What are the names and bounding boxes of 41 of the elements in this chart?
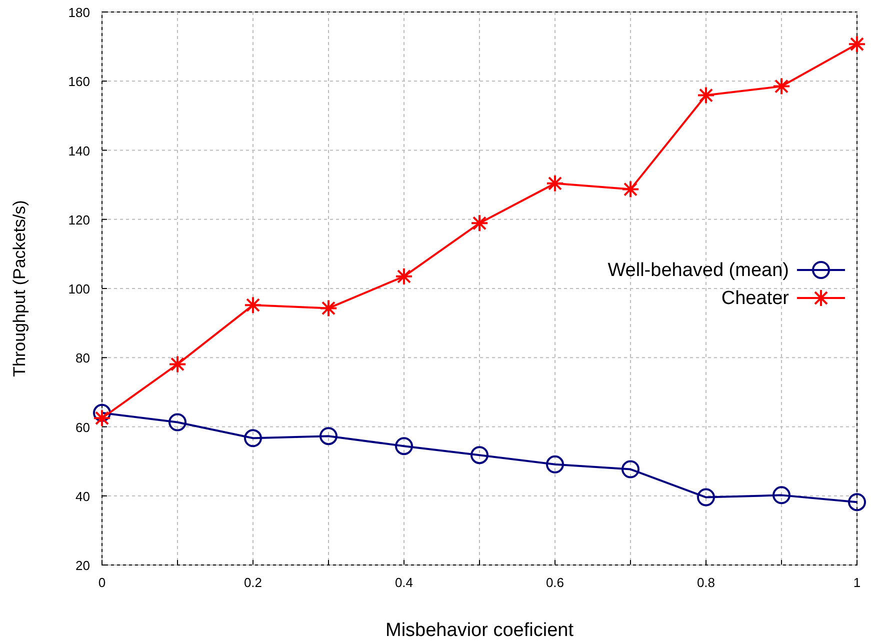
point <box>244 296 262 314</box>
y-tick-label: 160 <box>68 74 90 90</box>
point <box>546 455 564 474</box>
x-tick-label: 0.8 <box>696 575 716 590</box>
point <box>772 77 790 96</box>
point <box>697 488 715 506</box>
point <box>848 35 866 54</box>
point <box>848 493 866 512</box>
x-tick-label: 1 <box>853 575 861 590</box>
point <box>622 460 640 478</box>
point <box>93 409 111 428</box>
y-tick-label: 20 <box>76 558 90 573</box>
x-tick-label: 0.4 <box>394 575 414 590</box>
y-tick-label: 60 <box>76 420 90 435</box>
point <box>622 180 640 198</box>
point <box>546 174 564 192</box>
point <box>244 429 262 448</box>
point <box>320 299 338 318</box>
point <box>320 427 338 446</box>
point <box>168 355 186 374</box>
x-tick-label: 0.6 <box>546 575 564 590</box>
point <box>697 86 715 104</box>
y-axis-title: Throughput (Packets/s) <box>10 200 29 377</box>
x-tick-label: 0 <box>98 575 106 590</box>
point <box>395 437 413 456</box>
point <box>93 404 111 422</box>
point <box>470 446 488 464</box>
y-tick-label: 120 <box>68 212 90 228</box>
point <box>772 486 790 504</box>
legend-label: Well-behaved (mean) <box>608 260 789 281</box>
x-tick-label: 0.2 <box>244 575 262 590</box>
y-tick-label: 100 <box>68 282 90 296</box>
y-tick-label: 40 <box>76 488 90 504</box>
x-axis-title: Misbehavior coeficient <box>386 620 574 641</box>
point <box>395 267 413 286</box>
y-tick-label: 80 <box>76 350 90 366</box>
point <box>168 413 186 432</box>
point <box>470 214 488 232</box>
y-tick-label: 140 <box>68 143 90 158</box>
legend-label: Cheater <box>721 288 790 309</box>
y-tick-label: 180 <box>68 5 90 20</box>
